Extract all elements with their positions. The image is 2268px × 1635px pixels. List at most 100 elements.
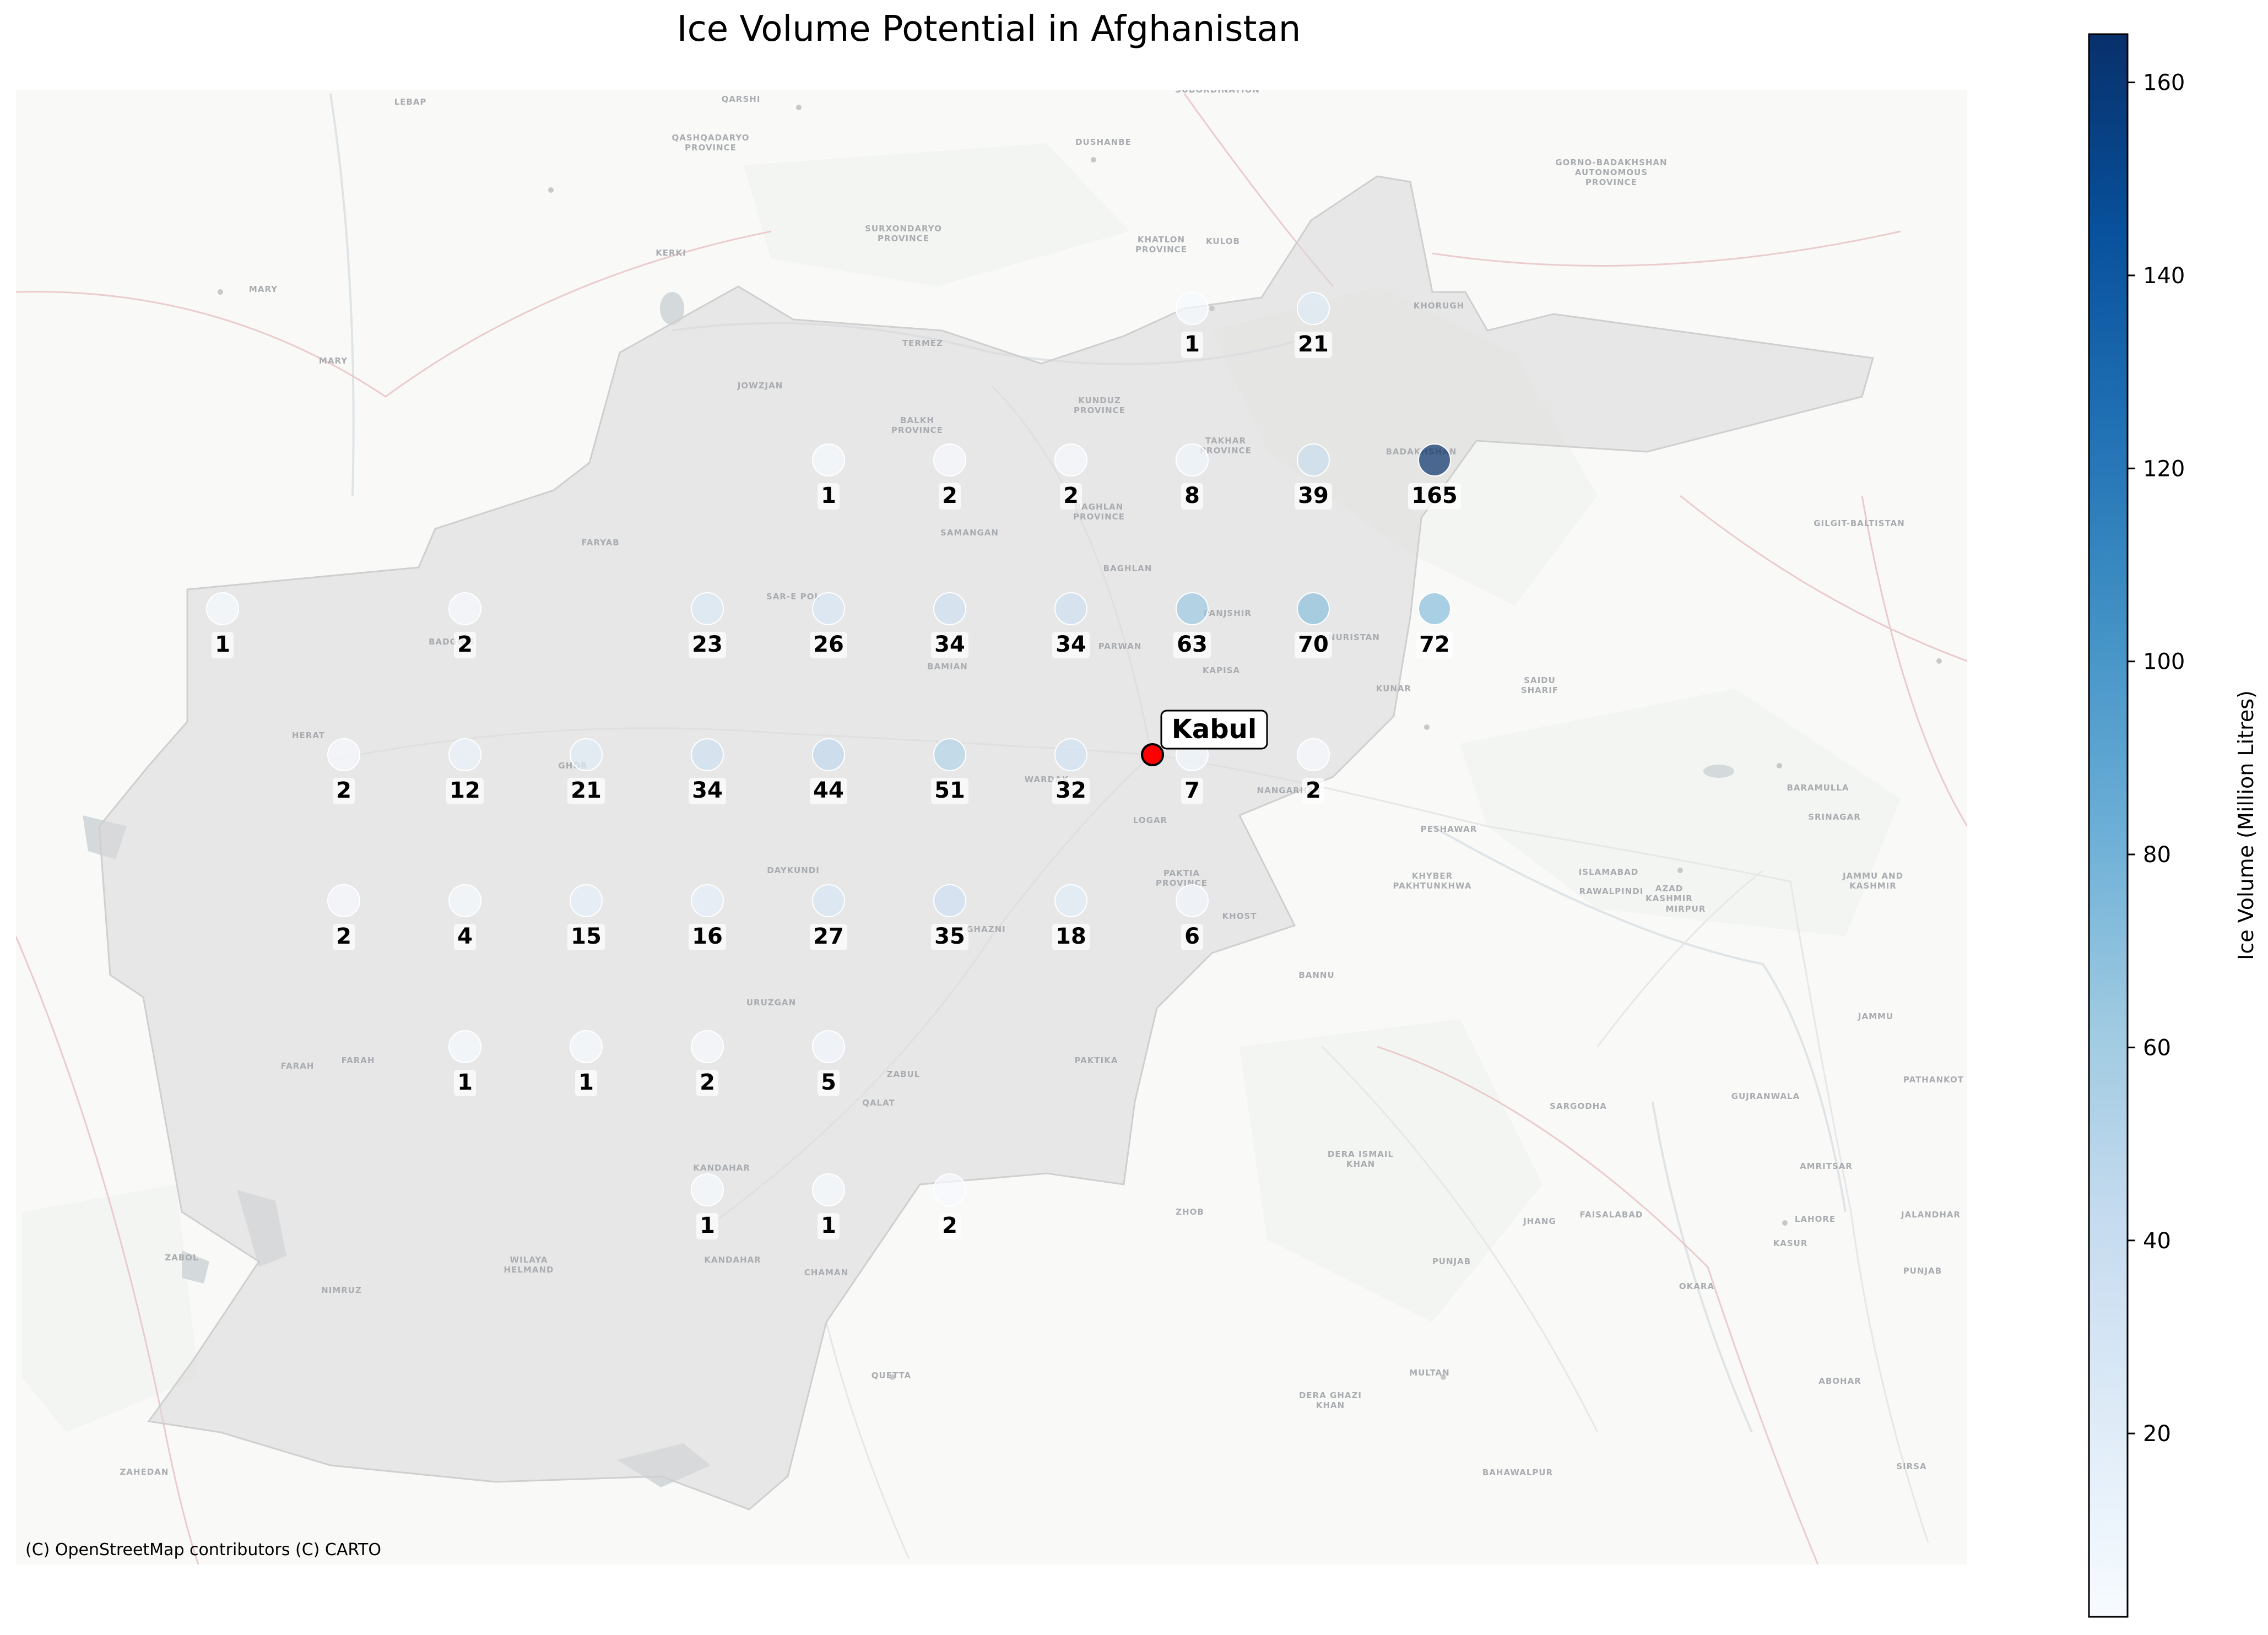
map-place-label: FARAH: [342, 1055, 375, 1065]
map-place-label: LEBAP: [394, 97, 427, 107]
map-place-label: AMRITSAR: [1800, 1161, 1853, 1171]
data-point: 34: [931, 592, 968, 658]
map-place-label: QALAT: [862, 1098, 895, 1108]
map-place-label: BAGHLAN: [1103, 564, 1152, 573]
map-place-label: FARAH: [281, 1061, 315, 1071]
ice-volume-marker: [812, 1173, 845, 1206]
ice-volume-marker: [448, 884, 481, 917]
map-place-label: RAWALPINDI: [1579, 886, 1644, 896]
map-place-label: DUSHANBE: [1075, 137, 1132, 147]
map-place-label: KHATLON PROVINCE: [1135, 235, 1187, 255]
map-place-label: PANJSHIR: [1203, 608, 1252, 618]
ice-volume-marker: [933, 738, 966, 771]
data-point: 27: [810, 884, 847, 950]
data-point: 165: [1408, 443, 1461, 510]
value-label-box: [810, 632, 847, 658]
colorbar-tick-label: 140: [2143, 263, 2185, 289]
data-point: 2: [327, 884, 360, 950]
value-label-box: [1181, 483, 1203, 510]
map-place-label: FAISALABAD: [1580, 1210, 1643, 1220]
value-label: 15: [571, 924, 602, 949]
data-point: 2: [691, 1030, 724, 1096]
ice-volume-marker: [1176, 592, 1209, 625]
ice-volume-marker: [448, 738, 481, 771]
value-label-box: [696, 1213, 718, 1239]
data-point: 51: [931, 738, 968, 804]
ice-volume-marker: [933, 884, 966, 917]
ice-volume-marker: [691, 1173, 724, 1206]
ice-volume-marker: [1297, 738, 1330, 771]
colorbar-gradient: [2088, 33, 2129, 1618]
map-place-label: SAR-E POL: [766, 592, 820, 602]
city-dots: [218, 105, 1942, 1380]
value-label-box: [1295, 483, 1332, 510]
map-place-label: DERA ISMAIL KHAN: [1328, 1149, 1394, 1169]
ice-volume-marker: [812, 738, 845, 771]
map-place-label: BAGHLAN PROVINCE: [1073, 502, 1125, 522]
map-place-label: QARSHI: [722, 94, 761, 104]
map-place-label: GILGIT-BALTISTAN: [1814, 518, 1905, 528]
admin-boundaries: [16, 93, 1967, 1564]
colorbar: 20 40 60 80 100 120 140 160 Ice Volume (Million…: [2088, 33, 2258, 1618]
map-place-label: PAKTIKA: [1075, 1055, 1118, 1065]
value-label: 44: [813, 778, 844, 803]
map-place-label: MARY: [319, 356, 348, 366]
map-place-label: GORNO-BADAKHSHAN AUTONOMOUS PROVINCE: [1555, 158, 1667, 187]
data-point: 12: [446, 738, 484, 804]
value-label: 1: [821, 1213, 836, 1238]
value-label: 34: [692, 778, 723, 803]
data-point: 70: [1295, 592, 1332, 658]
value-label: 2: [1306, 778, 1321, 803]
value-label-box: [1295, 332, 1332, 358]
data-point: 15: [567, 884, 605, 950]
value-label: 2: [1063, 483, 1079, 508]
value-label-box: [575, 1070, 597, 1096]
value-label: 2: [336, 778, 351, 803]
ice-volume-marker: [206, 592, 239, 625]
map-place-label: SIRSA: [1896, 1461, 1926, 1471]
value-label-box: [689, 632, 726, 658]
kabul-label-box: [1160, 710, 1268, 750]
data-point: 1: [570, 1030, 603, 1096]
data-point: 35: [931, 884, 968, 950]
value-label: 165: [1411, 483, 1458, 508]
value-label-box: [1181, 332, 1203, 358]
value-label: 2: [942, 1213, 957, 1238]
colorbar-tick-label: 100: [2143, 649, 2185, 675]
value-label: 2: [942, 483, 957, 508]
value-label-box: [1416, 632, 1453, 658]
data-point: 1: [812, 443, 845, 510]
value-label: 1: [215, 632, 230, 657]
value-label-box: [818, 1070, 840, 1096]
ice-volume-marker: [1054, 884, 1087, 917]
attribution: (C) OpenStreetMap contributors (C) CARTO: [25, 1540, 381, 1560]
map-place-label: KANDAHAR: [704, 1255, 761, 1265]
ice-volume-marker: [691, 884, 724, 917]
ice-volume-marker: [327, 884, 360, 917]
data-point: 2: [327, 738, 360, 804]
ice-volume-marker: [1418, 443, 1451, 477]
ice-volume-marker: [570, 738, 603, 771]
map-place-label: SUBORDINATION: [1175, 85, 1260, 95]
map-place-label: SURXONDARYO PROVINCE: [865, 224, 942, 243]
value-label: 27: [813, 924, 844, 949]
ice-volume-marker: [1297, 292, 1330, 325]
map-place-label: OKARA: [1679, 1281, 1714, 1291]
ice-volume-marker: [691, 1030, 724, 1063]
value-label-box: [818, 1213, 840, 1239]
value-label: 26: [813, 632, 844, 657]
kabul-marker-group: Kabul: [1141, 710, 1268, 766]
colorbar-tick-label: 160: [2143, 71, 2185, 96]
data-point: 39: [1295, 443, 1332, 510]
value-label-box: [931, 778, 968, 804]
map-place-label: JALANDHAR: [1901, 1210, 1961, 1220]
data-point: 26: [810, 592, 847, 658]
map-place-label: KERKI: [656, 248, 686, 258]
map-place-label: ABOHAR: [1818, 1376, 1861, 1386]
value-label: 32: [1055, 778, 1086, 803]
map-place-label: HERAT: [292, 730, 325, 740]
data-point: 1: [691, 1173, 724, 1239]
map-place-label: AZAD KASHMIR: [1645, 884, 1693, 903]
data-point: 2: [933, 1173, 966, 1239]
